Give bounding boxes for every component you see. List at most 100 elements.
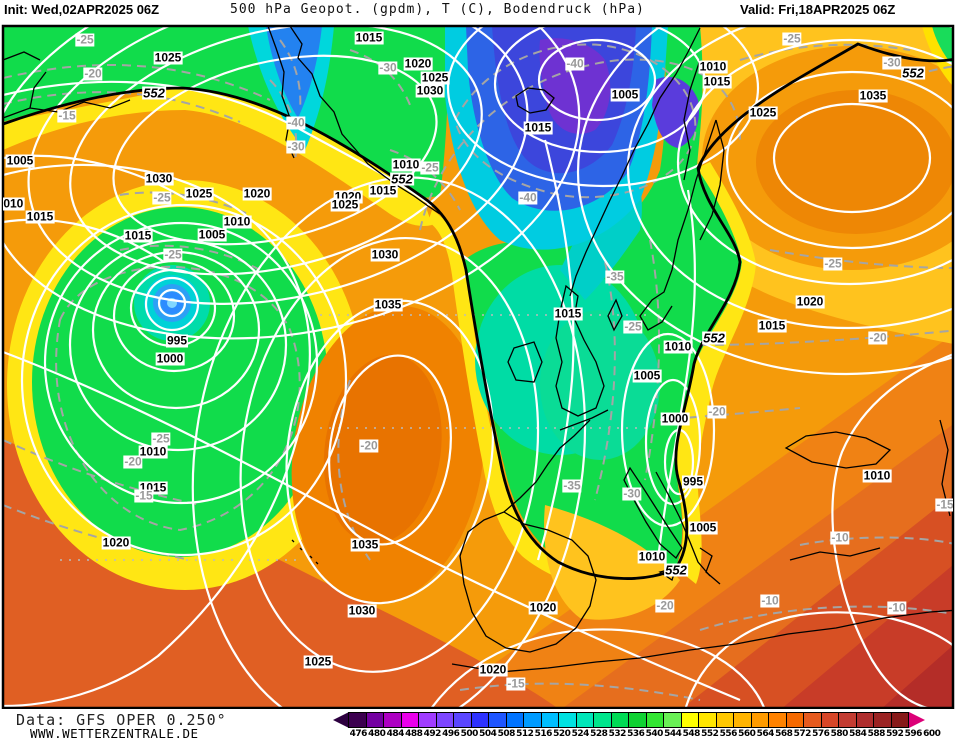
scale-cell [610,712,629,728]
scale-tick: 584 [849,729,867,739]
geopotential-label: 552 [390,171,414,187]
pressure-label: 1030 [144,171,174,186]
scale-cell [768,712,787,728]
temperature-label: -15 [935,497,953,512]
scale-cell [453,712,472,728]
pressure-label: 1010 [698,59,728,74]
scale-tick: 600 [923,729,941,739]
website-label: WWW.WETTERZENTRALE.DE [30,726,199,741]
temperature-label: -25 [151,431,171,446]
pressure-label: 1010 [222,214,252,229]
scale-tick: 480 [368,729,386,739]
scale-cell [890,712,909,728]
scale-cell [488,712,507,728]
temperature-label: -30 [882,55,902,70]
temperature-label: -40 [286,115,306,130]
scale-tick: 524 [571,729,590,739]
scale-cells [348,712,909,728]
scale-cell [663,712,682,728]
scale-tick: 508 [497,729,516,739]
data-source-label: Data: GFS OPER 0.250° [16,711,227,729]
pressure-label: 1025 [184,186,214,201]
scale-cell [750,712,769,728]
temperature-label: -25 [420,160,440,175]
scale-tick: 556 [719,729,738,739]
pressure-label: 1015 [354,30,384,45]
pressure-label: 1010 [663,339,693,354]
pressure-label: 1025 [748,105,778,120]
pressure-label: 1015 [523,120,553,135]
pressure-label: 1025 [303,654,333,669]
temperature-label: -30 [378,60,398,75]
scale-tick-labels: 476 480 484 488 492 496 500 504 508 512 516 520 524 5… [349,729,941,739]
scale-cell [593,712,612,728]
scale-tick: 476 [349,729,368,739]
scale-cell [680,712,699,728]
scale-tick: 544 [664,729,682,739]
pressure-label: 1020 [478,662,508,677]
geopotential-label: 552 [901,65,925,81]
scale-cell [435,712,454,728]
pressure-label: 995 [165,333,189,348]
scale-tick: 532 [608,729,627,739]
scale-cell [558,712,577,728]
pressure-label: 1015 [757,318,787,333]
scale-cell [820,712,839,728]
scale-tick: 548 [682,729,701,739]
scale-cell [418,712,437,728]
temperature-label: -20 [83,66,103,81]
temperature-label: -40 [565,56,585,71]
temperature-label: -10 [830,530,850,545]
pressure-label: 1010 [391,157,421,172]
temperature-label: -25 [163,247,183,262]
scale-tick: 564 [756,729,775,739]
pressure-label: 1010 [637,549,667,564]
scale-tick: 536 [627,729,645,739]
pressure-label: 1030 [415,83,445,98]
pressure-label: 1025 [420,70,450,85]
temperature-label: -15 [57,108,77,123]
pressure-label: 1025 [330,197,360,212]
scale-tick: 576 [812,729,830,739]
temperature-label: -35 [605,269,625,284]
scale-cell [873,712,892,728]
pressure-label: 1020 [101,535,131,550]
scale-cell [365,712,384,728]
color-scale [333,712,925,728]
pressure-label: 1005 [632,368,662,383]
scale-cell [628,712,647,728]
scale-tick: 580 [830,729,849,739]
scale-cell [400,712,419,728]
pressure-label: 1020 [795,294,825,309]
pressure-label: 1005 [197,227,227,242]
scale-tick: 592 [886,729,904,739]
map-title: 500 hPa Geopot. (gpdm), T (C), Bodendruc… [230,2,645,17]
pressure-label: 1015 [553,306,583,321]
pressure-label: 1025 [153,50,183,65]
scale-right-arrow-icon [909,712,925,728]
scale-tick: 484 [386,729,405,739]
pressure-label: 1000 [155,351,185,366]
temperature-label: -40 [518,190,538,205]
scale-tick: 528 [590,729,608,739]
scale-cell [855,712,874,728]
pressure-label: 1010 [862,468,892,483]
temperature-label: -30 [286,139,306,154]
scale-tick: 500 [460,729,479,739]
geopotential-label: 552 [664,562,688,578]
temperature-label: -25 [152,190,172,205]
temperature-label: -20 [655,598,675,613]
scale-tick: 488 [405,729,423,739]
temperature-label: -10 [760,593,780,608]
pressure-label: 1020 [242,186,272,201]
scale-tick: 520 [553,729,571,739]
scale-tick: 512 [516,729,534,739]
valid-time-label: Valid: Fri,18APR2025 06Z [740,2,896,17]
geopotential-label: 552 [702,330,726,346]
pressure-label: 1010 [138,444,168,459]
init-time-label: Init: Wed,02APR2025 06Z [4,2,160,17]
pressure-label: 1015 [123,228,153,243]
map-label-layer: 1025 1015 1020 1025 1030 1010 1015 1020 1025 1030… [3,26,953,708]
